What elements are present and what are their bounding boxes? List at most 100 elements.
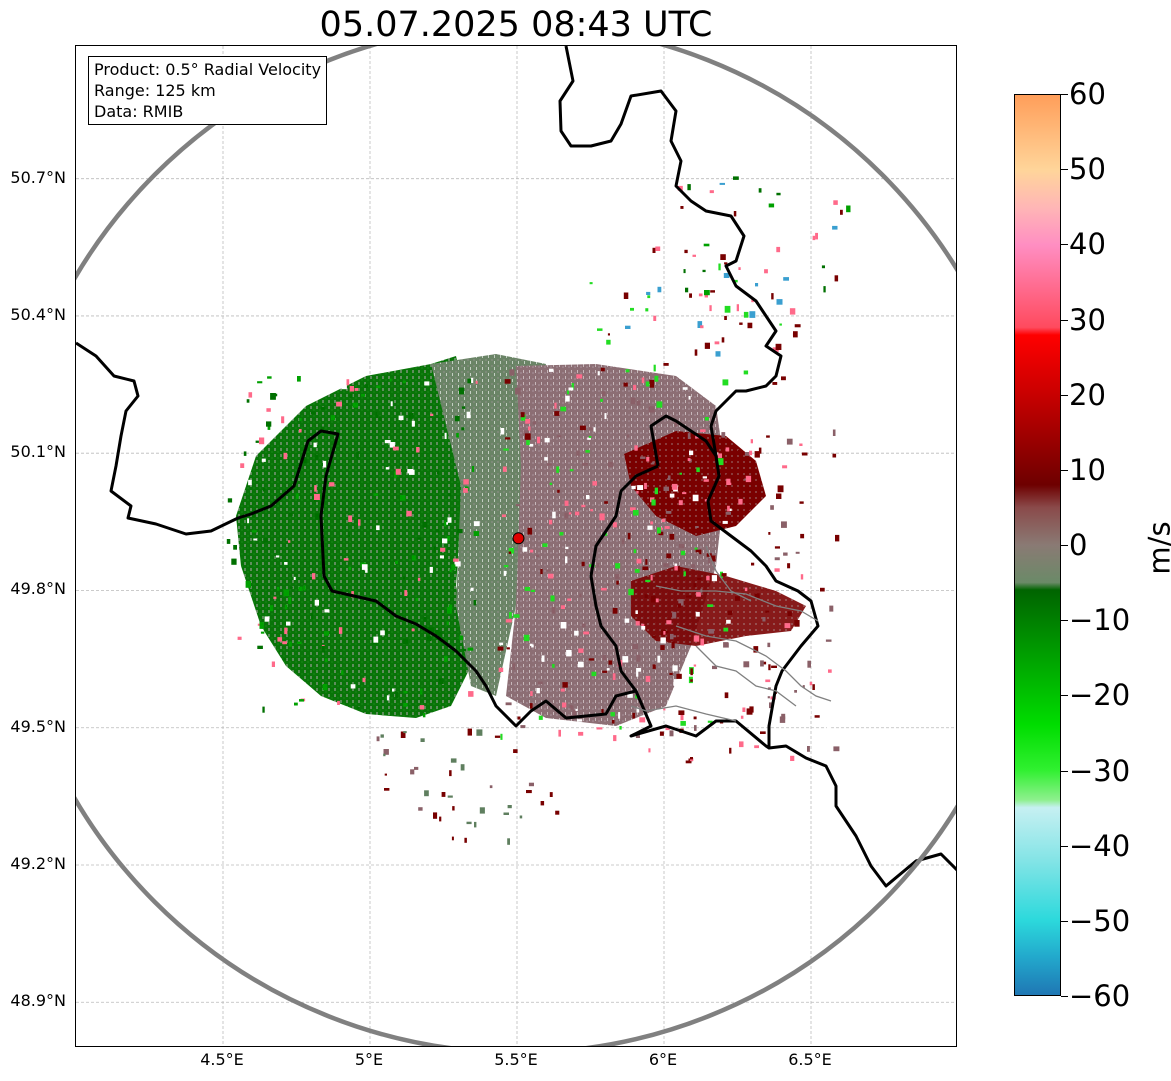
velocity-echo bbox=[828, 669, 832, 673]
velocity-echo bbox=[645, 381, 650, 387]
velocity-echo bbox=[673, 679, 678, 686]
velocity-echo bbox=[714, 341, 720, 345]
velocity-echo bbox=[600, 587, 607, 591]
velocity-echo bbox=[602, 670, 608, 673]
velocity-echo bbox=[704, 417, 709, 421]
velocity-echo bbox=[833, 746, 840, 752]
velocity-outer-green bbox=[236, 356, 471, 718]
velocity-echo bbox=[229, 420, 233, 425]
velocity-echo bbox=[542, 543, 548, 547]
velocity-echo bbox=[653, 315, 657, 321]
velocity-echo bbox=[555, 810, 560, 815]
velocity-echo bbox=[226, 483, 230, 490]
velocity-echo bbox=[385, 467, 390, 470]
velocity-echo bbox=[347, 531, 350, 537]
velocity-echo bbox=[645, 675, 651, 682]
velocity-echo bbox=[719, 182, 725, 185]
velocity-echo bbox=[529, 443, 534, 447]
velocity-echo bbox=[589, 427, 593, 431]
velocity-echo bbox=[779, 716, 786, 723]
velocity-echo bbox=[794, 620, 800, 627]
colorbar-unit-label: m/s bbox=[1142, 521, 1171, 575]
velocity-echo bbox=[802, 685, 805, 689]
velocity-echo bbox=[270, 393, 276, 400]
velocity-echo bbox=[722, 520, 728, 524]
velocity-echo bbox=[726, 474, 730, 479]
velocity-echo bbox=[500, 428, 505, 435]
velocity-inner-green bbox=[431, 354, 546, 696]
velocity-echo bbox=[753, 646, 759, 653]
velocity-echo bbox=[713, 598, 716, 601]
velocity-echo bbox=[641, 626, 646, 630]
velocity-echo bbox=[433, 812, 438, 819]
velocity-echo bbox=[730, 476, 734, 483]
velocity-echo bbox=[691, 564, 696, 568]
velocity-echo bbox=[386, 695, 390, 701]
colorbar-tick-label: 30 bbox=[1069, 302, 1106, 337]
velocity-echo bbox=[257, 645, 263, 649]
velocity-echo bbox=[680, 713, 684, 721]
velocity-echo bbox=[635, 610, 638, 614]
radar-map[interactable] bbox=[75, 45, 957, 1047]
velocity-echo bbox=[612, 673, 616, 680]
velocity-echo bbox=[663, 707, 666, 711]
radar-site-marker[interactable] bbox=[512, 532, 525, 545]
velocity-echo bbox=[815, 232, 818, 240]
velocity-echo bbox=[758, 447, 762, 454]
velocity-echo bbox=[461, 406, 466, 409]
velocity-echo bbox=[821, 265, 825, 269]
velocity-echo bbox=[680, 550, 686, 556]
velocity-echo bbox=[284, 604, 288, 610]
velocity-echo bbox=[475, 380, 478, 384]
radar-map-canvas bbox=[76, 46, 956, 1046]
velocity-echo bbox=[627, 532, 631, 540]
velocity-echo bbox=[511, 731, 514, 735]
velocity-echo bbox=[299, 418, 302, 421]
velocity-echo bbox=[277, 637, 283, 642]
velocity-echo bbox=[599, 513, 605, 521]
velocity-echo bbox=[524, 586, 530, 591]
velocity-echo bbox=[708, 557, 711, 564]
velocity-echo bbox=[663, 563, 669, 567]
velocity-echo bbox=[441, 792, 446, 797]
velocity-echo bbox=[541, 655, 545, 662]
velocity-echo bbox=[349, 393, 353, 399]
velocity-echo bbox=[523, 634, 530, 642]
lon-tick-label: 5.5°E bbox=[494, 1050, 538, 1069]
velocity-echo bbox=[568, 512, 572, 515]
velocity-echo bbox=[605, 533, 608, 536]
velocity-echo bbox=[565, 395, 570, 402]
velocity-echo bbox=[630, 397, 636, 405]
velocity-echo bbox=[422, 713, 426, 718]
velocity-echo bbox=[414, 766, 419, 770]
lat-tick-label: 48.9°N bbox=[10, 991, 66, 1011]
velocity-echo bbox=[610, 712, 615, 717]
velocity-echo bbox=[680, 206, 684, 209]
velocity-echo bbox=[575, 708, 578, 711]
velocity-echo bbox=[712, 665, 718, 670]
velocity-echo bbox=[536, 688, 540, 694]
velocity-echo bbox=[720, 254, 726, 260]
velocity-echo bbox=[749, 706, 754, 713]
velocity-echo bbox=[269, 605, 274, 612]
velocity-echo bbox=[583, 631, 590, 635]
velocity-echo bbox=[504, 379, 511, 384]
velocity-echo bbox=[728, 508, 732, 511]
velocity-echo bbox=[776, 192, 781, 196]
velocity-echo bbox=[290, 586, 293, 589]
velocity-echo bbox=[688, 396, 691, 400]
velocity-echo bbox=[721, 337, 725, 343]
colorbar-tick-mark bbox=[1061, 169, 1068, 171]
velocity-echo bbox=[754, 451, 760, 458]
velocity-echo bbox=[764, 269, 768, 274]
velocity-echo bbox=[322, 684, 328, 691]
velocity-echo bbox=[466, 411, 471, 419]
velocity-echo bbox=[530, 703, 533, 709]
velocity-echo bbox=[645, 559, 648, 565]
velocity-echo bbox=[398, 415, 404, 421]
velocity-echo bbox=[704, 342, 710, 349]
velocity-echo bbox=[820, 587, 825, 592]
velocity-echo bbox=[760, 660, 764, 667]
velocity-echo bbox=[733, 176, 739, 180]
velocity-echo bbox=[576, 450, 580, 456]
